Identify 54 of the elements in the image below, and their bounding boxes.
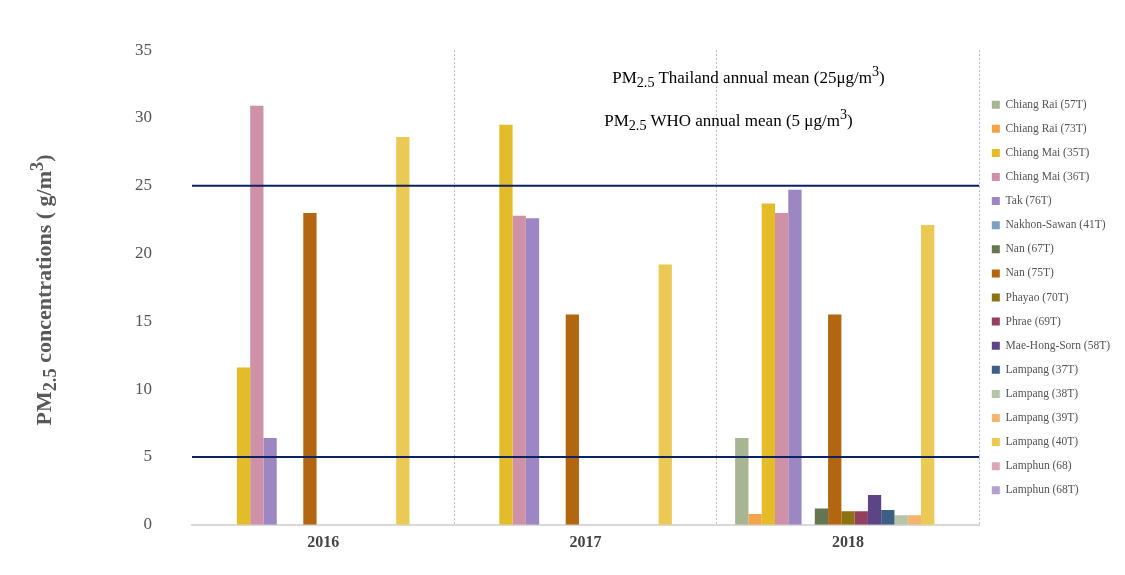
bar: [921, 225, 935, 525]
bar: [761, 203, 775, 525]
legend-label: Lamphun (68T): [1005, 483, 1079, 497]
y-tick-label: 15: [135, 310, 152, 330]
bar: [512, 215, 526, 525]
legend-label: Tak (76T): [1005, 194, 1052, 208]
y-tick-label: 5: [143, 446, 152, 466]
bar: [841, 511, 855, 525]
bar: [499, 124, 513, 525]
y-tick-label: 10: [135, 378, 152, 398]
bar: [775, 212, 789, 525]
legend-label: Phrae (69T): [1005, 314, 1061, 328]
y-tick-label: 35: [135, 39, 152, 59]
bar: [250, 105, 264, 525]
legend-label: Nan (75T): [1005, 266, 1054, 280]
bar: [735, 438, 749, 525]
y-tick-label: 30: [135, 107, 152, 127]
legend-label: Lampang (40T): [1005, 435, 1079, 449]
bar: [881, 509, 895, 525]
bar: [867, 494, 882, 525]
bar: [236, 367, 251, 525]
legend-label: Lampang (37T): [1005, 362, 1079, 376]
legend-label: Chiang Mai (36T): [1005, 170, 1090, 184]
bar: [854, 511, 868, 525]
bar: [894, 515, 908, 525]
legend-label: Nakhon-Sawan (41T): [1005, 218, 1106, 232]
y-tick-label: 0: [143, 514, 152, 534]
x-tick-label: 2018: [832, 532, 865, 550]
bar: [263, 438, 277, 525]
bar: [565, 314, 579, 525]
annotation: PM$_{2.5}$ Thailand annual mean (25μg/m$^{3}$): [611, 62, 885, 93]
bar: [828, 314, 842, 525]
legend-label: Chiang Mai (35T): [1005, 145, 1090, 159]
bar: [396, 136, 410, 525]
legend-label: Mae-Hong-Sorn (58T): [1005, 338, 1111, 352]
legend-label: Chiang Rai (73T): [1005, 121, 1087, 135]
legend-label: Lampang (39T): [1005, 411, 1079, 425]
legend-label: Phayao (70T): [1005, 290, 1069, 304]
x-tick-label: 2016: [307, 532, 340, 550]
legend-label: Nan (67T): [1005, 242, 1054, 256]
y-tick-label: 20: [135, 243, 152, 263]
bar: [303, 212, 317, 525]
bar: [907, 515, 922, 525]
legend-label: Lamphun (68): [1005, 459, 1072, 473]
bar: [814, 508, 829, 525]
legend-label: Lampang (38T): [1005, 386, 1079, 400]
y-tick-label: 25: [135, 175, 152, 195]
bar: [788, 189, 802, 525]
annotation: PM$_{2.5}$ WHO annual mean (5 μg/m$^{3}$): [604, 105, 854, 136]
bar: [748, 513, 762, 525]
legend-label: Chiang Rai (57T): [1005, 97, 1087, 111]
bar: [658, 264, 672, 525]
x-tick-label: 2017: [569, 532, 602, 550]
bar: [525, 218, 540, 525]
